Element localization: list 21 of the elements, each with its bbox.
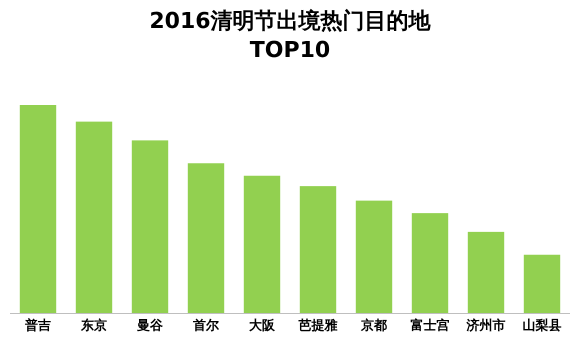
bar [188,163,224,313]
x-tick-label: 芭提雅 [298,318,338,334]
bar [412,213,448,313]
bar [244,176,280,313]
bar [524,254,560,313]
chart-title: 2016清明节出境热门目的地 TOP10 [149,8,432,63]
x-tick-label: 济州市 [466,318,506,334]
x-tick-label: 山梨县 [522,318,562,334]
x-tick-label: 大阪 [249,318,276,334]
x-tick-label: 普吉 [24,318,51,334]
bar [20,105,56,313]
bar [300,186,336,313]
bar [468,232,504,313]
x-tick-label: 京都 [360,318,387,334]
bar [132,140,168,313]
x-tick-label: 首尔 [192,318,220,334]
bar [356,200,392,313]
bar [76,122,112,313]
x-tick-label: 曼谷 [136,318,164,334]
x-tick-label: 富士宫 [410,318,450,334]
x-tick-label: 东京 [80,318,107,334]
